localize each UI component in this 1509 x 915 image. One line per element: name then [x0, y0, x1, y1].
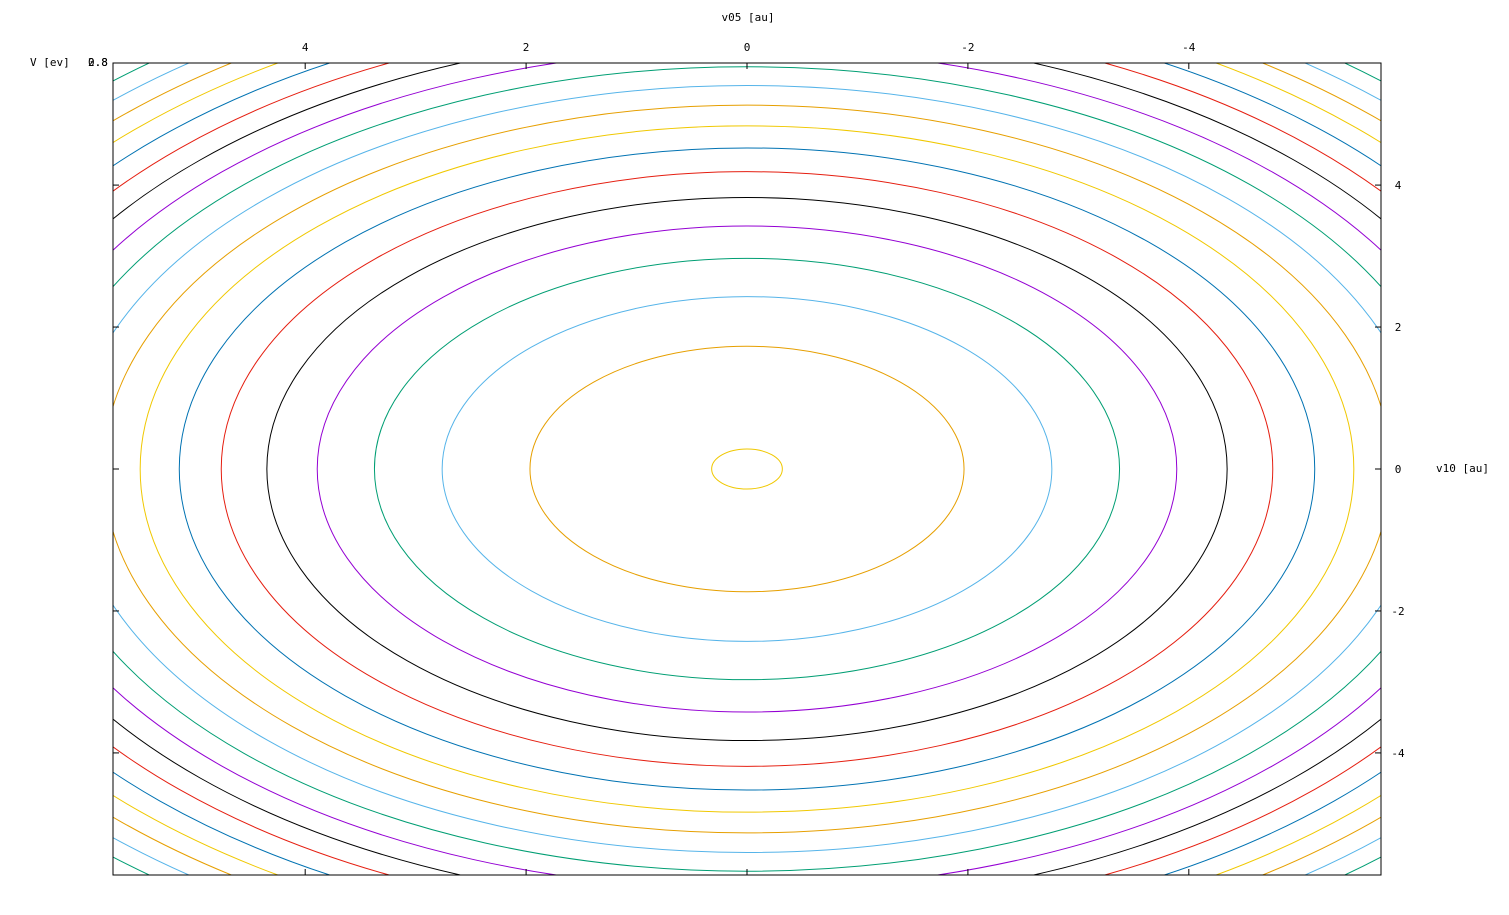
contour-line	[113, 104, 1381, 834]
z-label: 2.8	[88, 56, 108, 69]
y-tick-label: 0	[1395, 463, 1402, 476]
contour-line	[113, 63, 1381, 875]
contour-line	[113, 66, 1381, 872]
x-axis-label: v05 [au]	[722, 11, 775, 24]
x-tick-label: -4	[1182, 41, 1196, 54]
contour-line	[529, 345, 965, 593]
y-tick-label: -4	[1391, 747, 1405, 760]
y-tick-label: -2	[1391, 605, 1404, 618]
y-tick-label: 4	[1395, 179, 1402, 192]
x-tick-label: 4	[302, 41, 309, 54]
x-tick-label: 0	[744, 41, 751, 54]
contour-line	[113, 85, 1381, 853]
contour-line	[113, 63, 1381, 875]
z-axis-label: V [ev]	[30, 56, 70, 69]
contour-line	[711, 448, 783, 490]
contour-line	[139, 125, 1355, 813]
contour-line	[316, 225, 1178, 713]
x-tick-label: 2	[523, 41, 530, 54]
contour-line	[113, 63, 1381, 875]
z-label: 0.8	[88, 56, 108, 69]
x-tick-label: -2	[961, 41, 974, 54]
contour-line	[373, 257, 1121, 681]
contour-line	[178, 147, 1316, 791]
contour-line	[441, 296, 1053, 642]
plot-border	[112, 62, 1382, 876]
contour-line	[266, 196, 1228, 742]
y-tick-label: 2	[1395, 321, 1402, 334]
contour-line	[220, 171, 1274, 767]
y-axis-label: v10 [au]	[1436, 462, 1489, 475]
